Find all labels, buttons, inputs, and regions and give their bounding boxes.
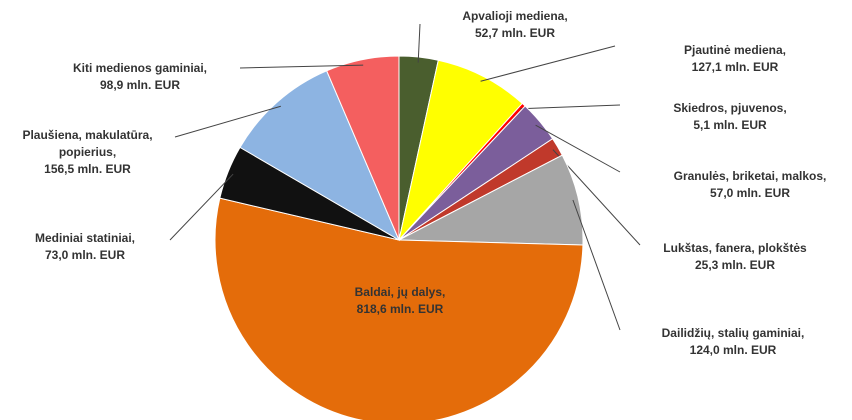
category-name: Apvalioji mediena, xyxy=(462,9,568,23)
pie-slice xyxy=(397,154,584,246)
value-label: 5,1 mln. EUR xyxy=(693,118,767,132)
slice-label: Plaušiena, makulatūra, popierius, 156,5 m… xyxy=(5,127,170,178)
category-name: Granulės, briketai, malkos, xyxy=(673,169,827,183)
slice-label: Mediniai statiniai, 73,0 mln. EUR xyxy=(5,230,165,264)
leader-line xyxy=(572,199,621,331)
value-label: 98,9 mln. EUR xyxy=(99,78,181,92)
slice-label: Pjautinė mediena, 127,1 mln. EUR xyxy=(650,42,820,76)
leader-line xyxy=(239,64,364,69)
pie-slice xyxy=(239,70,401,242)
value-label: 124,0 mln. EUR xyxy=(689,343,777,357)
category-name: Baldai, jų dalys, xyxy=(354,285,446,299)
pie-slice xyxy=(326,55,400,241)
value-label: 52,7 mln. EUR xyxy=(474,26,556,40)
leader-line xyxy=(519,104,621,110)
value-label: 127,1 mln. EUR xyxy=(691,60,779,74)
slice-label: Dailidžių, stalių gaminiai, 124,0 mln. EU… xyxy=(628,325,838,359)
leader-line xyxy=(480,45,616,82)
value-label: 57,0 mln. EUR xyxy=(709,186,791,200)
category-name: Mediniai statiniai, xyxy=(34,231,136,245)
value-label: 818,6 mln. EUR xyxy=(356,302,444,316)
pie-slice xyxy=(398,59,524,242)
category-name: Kiti medienos gaminiai, xyxy=(72,61,208,75)
pie-slice xyxy=(214,197,584,420)
leader-line xyxy=(169,173,234,241)
slice-label: Skiedros, pjuvenos, 5,1 mln. EUR xyxy=(655,100,805,134)
slice-label: Apvalioji mediena, 52,7 mln. EUR xyxy=(440,8,590,42)
value-label: 25,3 mln. EUR xyxy=(694,258,776,272)
category-name: Dailidžių, stalių gaminiai, xyxy=(661,326,805,340)
slice-label: Lukštas, fanera, plokštės 25,3 mln. EUR xyxy=(650,240,820,274)
value-label: 156,5 mln. EUR xyxy=(44,162,131,176)
leader-line xyxy=(535,124,621,173)
category-name: Lukštas, fanera, plokštės xyxy=(663,241,807,255)
leader-line xyxy=(417,23,421,63)
slice-label: Granulės, briketai, malkos, 57,0 mln. EUR xyxy=(635,168,852,202)
value-label: 73,0 mln. EUR xyxy=(44,248,126,262)
category-name: Pjautinė mediena, xyxy=(683,43,787,57)
category-name: Skiedros, pjuvenos, xyxy=(673,101,787,115)
leader-line xyxy=(174,105,281,138)
category-name: Plaušiena, makulatūra, popierius, xyxy=(22,128,153,159)
slice-label: Kiti medienos gaminiai, 98,9 mln. EUR xyxy=(40,60,240,94)
slice-label: Baldai, jų dalys, 818,6 mln. EUR xyxy=(300,284,500,318)
